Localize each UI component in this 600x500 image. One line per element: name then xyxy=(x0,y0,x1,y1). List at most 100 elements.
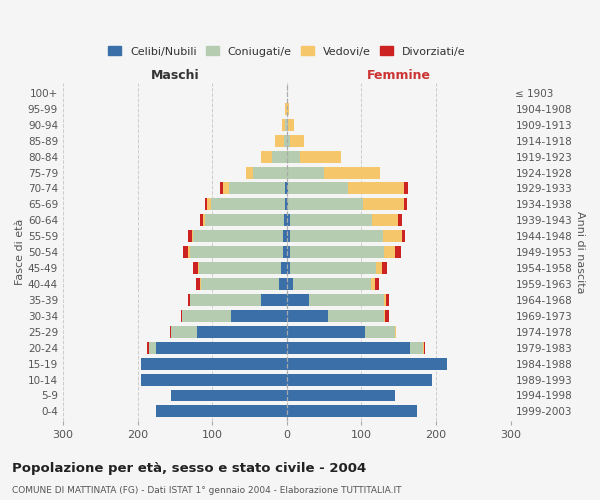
Legend: Celibi/Nubili, Coniugati/e, Vedovi/e, Divorziati/e: Celibi/Nubili, Coniugati/e, Vedovi/e, Di… xyxy=(103,42,470,61)
Bar xyxy=(181,310,182,322)
Bar xyxy=(287,262,290,274)
Bar xyxy=(382,262,388,274)
Bar xyxy=(401,230,406,242)
Bar xyxy=(182,310,231,322)
Bar xyxy=(253,166,287,178)
Bar xyxy=(260,150,272,162)
Bar xyxy=(348,182,404,194)
Bar xyxy=(375,278,379,290)
Bar xyxy=(287,310,328,322)
Bar xyxy=(384,310,385,322)
Bar xyxy=(285,198,287,210)
Bar xyxy=(141,358,287,370)
Bar xyxy=(290,262,376,274)
Bar xyxy=(384,294,386,306)
Bar xyxy=(287,390,395,402)
Bar xyxy=(324,166,380,178)
Bar xyxy=(398,214,401,226)
Bar xyxy=(246,166,253,178)
Bar xyxy=(272,150,287,162)
Bar xyxy=(328,310,384,322)
Bar xyxy=(283,230,287,242)
Bar xyxy=(170,326,171,338)
Bar xyxy=(290,230,383,242)
Bar xyxy=(287,150,300,162)
Bar xyxy=(287,278,293,290)
Bar xyxy=(300,150,341,162)
Text: Maschi: Maschi xyxy=(151,69,199,82)
Bar xyxy=(147,342,149,353)
Bar xyxy=(287,182,288,194)
Bar xyxy=(288,119,294,130)
Bar xyxy=(197,326,287,338)
Bar xyxy=(287,374,432,386)
Bar xyxy=(371,278,375,290)
Bar xyxy=(183,246,188,258)
Text: Femmine: Femmine xyxy=(367,69,431,82)
Bar xyxy=(156,406,287,417)
Bar xyxy=(309,294,384,306)
Bar xyxy=(281,262,287,274)
Bar xyxy=(404,198,407,210)
Bar xyxy=(290,246,384,258)
Bar xyxy=(200,278,201,290)
Bar xyxy=(287,358,447,370)
Bar xyxy=(205,214,284,226)
Bar xyxy=(287,326,365,338)
Bar xyxy=(231,310,287,322)
Bar xyxy=(188,230,192,242)
Bar xyxy=(285,119,287,130)
Bar xyxy=(196,278,200,290)
Bar xyxy=(287,214,290,226)
Bar xyxy=(275,134,284,146)
Bar xyxy=(190,294,260,306)
Bar xyxy=(384,246,395,258)
Bar xyxy=(410,342,424,353)
Bar xyxy=(288,198,363,210)
Bar xyxy=(193,230,283,242)
Bar xyxy=(284,214,287,226)
Bar xyxy=(386,294,389,306)
Bar xyxy=(279,278,287,290)
Bar xyxy=(188,294,190,306)
Bar xyxy=(223,182,229,194)
Bar xyxy=(404,182,407,194)
Bar xyxy=(288,182,348,194)
Bar xyxy=(376,262,382,274)
Bar xyxy=(193,262,198,274)
Bar xyxy=(156,342,287,353)
Bar xyxy=(190,246,283,258)
Bar xyxy=(198,262,199,274)
Bar xyxy=(372,214,398,226)
Bar xyxy=(395,246,401,258)
Bar xyxy=(149,342,156,353)
Text: Popolazione per età, sesso e stato civile - 2004: Popolazione per età, sesso e stato civil… xyxy=(12,462,366,475)
Bar xyxy=(287,119,288,130)
Bar xyxy=(171,326,197,338)
Bar xyxy=(287,342,410,353)
Y-axis label: Fasce di età: Fasce di età xyxy=(15,219,25,286)
Bar xyxy=(287,230,290,242)
Bar xyxy=(290,214,372,226)
Bar xyxy=(287,103,289,115)
Bar xyxy=(203,214,205,226)
Bar xyxy=(284,134,287,146)
Bar xyxy=(287,134,290,146)
Bar xyxy=(201,278,279,290)
Bar xyxy=(188,246,190,258)
Bar xyxy=(283,246,287,258)
Bar xyxy=(383,230,401,242)
Bar xyxy=(171,390,287,402)
Bar xyxy=(205,198,207,210)
Bar xyxy=(199,262,281,274)
Bar xyxy=(287,198,288,210)
Bar xyxy=(363,198,404,210)
Bar xyxy=(385,310,389,322)
Bar xyxy=(293,278,371,290)
Bar xyxy=(290,134,304,146)
Bar xyxy=(229,182,284,194)
Bar xyxy=(207,198,211,210)
Bar xyxy=(260,294,287,306)
Bar xyxy=(284,182,287,194)
Bar xyxy=(424,342,425,353)
